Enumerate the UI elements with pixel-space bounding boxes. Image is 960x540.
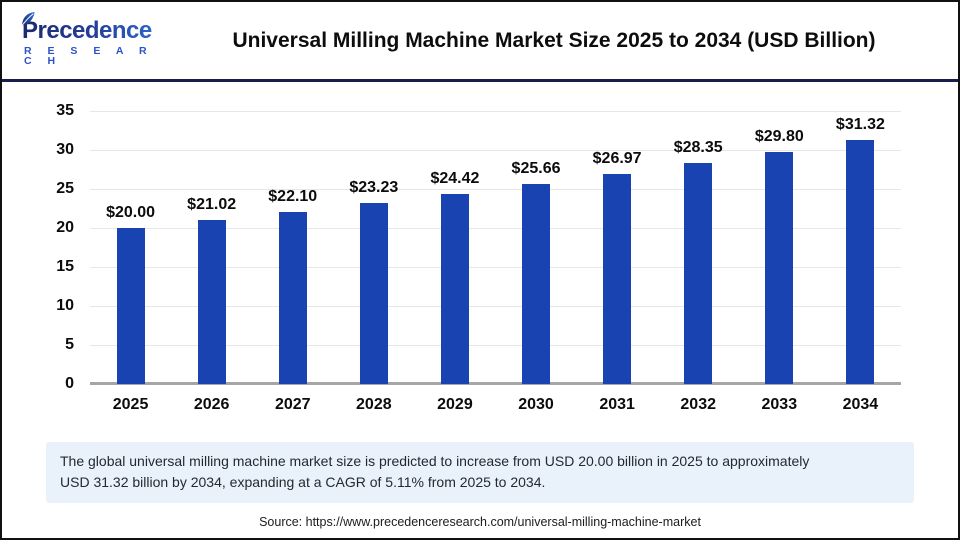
bar-value-label: $31.32 <box>835 115 885 133</box>
gridline <box>90 306 901 307</box>
x-axis-tick-label: 2025 <box>112 396 149 413</box>
source-text: Source: https://www.precedenceresearch.c… <box>259 515 701 529</box>
bar <box>359 202 388 384</box>
gridline <box>90 228 901 229</box>
gridline <box>90 345 901 346</box>
bar-value-label: $20.00 <box>106 204 156 221</box>
gridline <box>90 111 901 112</box>
bar-value-label: $24.42 <box>430 169 480 187</box>
bar <box>116 228 145 384</box>
x-axis-tick-label: 2033 <box>761 396 798 413</box>
x-axis-tick-label: 2034 <box>842 396 879 413</box>
y-axis-tick-label: 35 <box>56 102 74 119</box>
x-axis-tick-label: 2028 <box>356 396 392 413</box>
y-axis-tick-label: 10 <box>56 297 74 314</box>
leaf-icon <box>21 11 35 26</box>
gridline <box>90 189 901 190</box>
bar <box>846 139 875 384</box>
y-axis-tick-label: 30 <box>56 140 74 158</box>
x-axis-tick-label: 2027 <box>274 396 311 413</box>
bar-group-2025: $20.00 2025 <box>90 111 171 413</box>
bar-group-2026: $21.02 2026 <box>171 111 252 413</box>
y-axis-tick-label: 20 <box>56 219 74 236</box>
bar <box>765 151 794 384</box>
bar <box>440 193 469 384</box>
note-text-line1: The global universal milling machine mar… <box>60 453 810 469</box>
x-axis-tick-label: 2031 <box>599 396 635 413</box>
bar-group-2027: $22.10 2027 <box>252 111 333 412</box>
brand-logo: Precedence R E S E A R C H <box>20 11 172 67</box>
y-axis-tick-label: 5 <box>65 336 74 353</box>
bar-value-label: $21.02 <box>187 196 237 214</box>
bar <box>197 220 226 384</box>
bar-value-label: $26.97 <box>592 149 642 167</box>
bar-group-2034: $31.32 2034 <box>820 111 901 412</box>
bar-group-2029: $24.42 2029 <box>414 111 495 412</box>
bar-group-2033: $29.80 2033 <box>739 111 820 412</box>
bar-chart: $20.00 2025 $21.02 2026 $22.10 2027 $23.23 2028… <box>56 103 901 413</box>
x-axis-tick-label: 2030 <box>518 396 554 413</box>
bar <box>522 183 551 384</box>
bars-container: $20.00 2025 $21.02 2026 $22.10 2027 $23.23 2028… <box>90 111 901 413</box>
bar <box>278 211 307 384</box>
bar-value-label: $23.23 <box>349 178 399 196</box>
x-axis-line <box>90 382 901 385</box>
bar-value-label: $25.66 <box>511 159 561 177</box>
y-axis-tick-label: 25 <box>56 179 74 197</box>
bar-value-label: $22.10 <box>268 187 318 205</box>
x-axis-tick-label: 2032 <box>680 396 716 413</box>
x-axis-tick-label: 2029 <box>437 396 473 413</box>
bar <box>684 162 713 384</box>
logo-wordmark: Precedence <box>20 18 172 43</box>
bar <box>603 173 632 384</box>
gridline <box>90 267 901 268</box>
y-axis-tick-label: 0 <box>65 375 74 392</box>
page-title: Universal Milling Machine Market Size 20… <box>232 28 876 52</box>
y-axis-tick-label: 15 <box>56 257 74 275</box>
note-box: The global universal milling machine mar… <box>46 442 914 503</box>
bar-group-2031: $26.97 2031 <box>577 111 658 412</box>
x-axis-tick-label: 2026 <box>193 396 230 413</box>
bar-value-label: $28.35 <box>673 138 723 156</box>
bar-group-2032: $28.35 2032 <box>658 111 739 412</box>
bar-group-2028: $23.23 2028 <box>333 111 414 412</box>
bar-group-2030: $25.66 2030 <box>495 111 576 412</box>
bar-value-label: $29.80 <box>754 127 804 145</box>
note-text-line2: USD 31.32 billion by 2034, expanding at … <box>60 474 546 490</box>
header: Precedence R E S E A R C H Universal Mil… <box>2 2 958 82</box>
logo-subtitle: R E S E A R C H <box>24 44 154 67</box>
gridline <box>90 150 901 151</box>
